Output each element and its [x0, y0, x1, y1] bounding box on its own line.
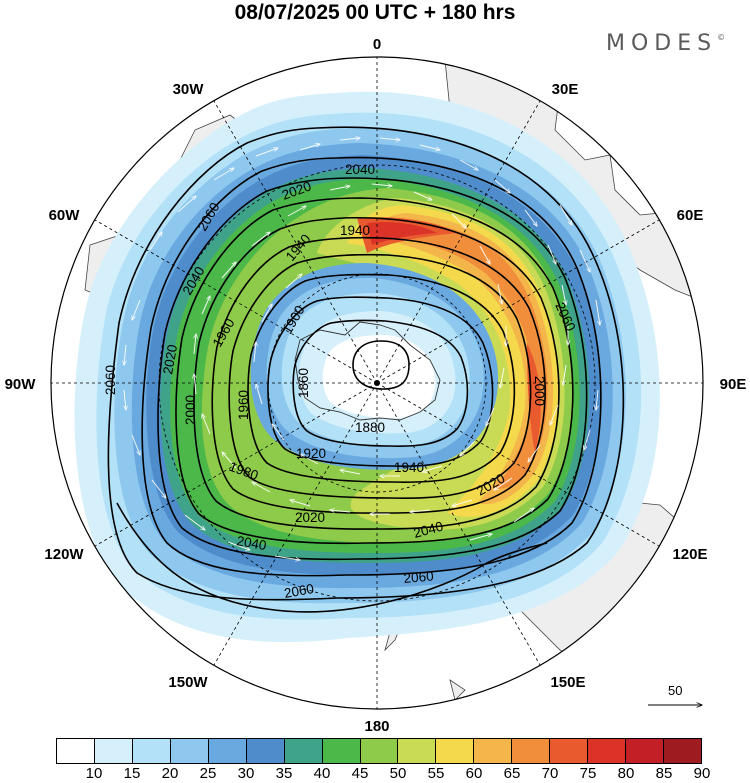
colorbar-swatch	[132, 739, 171, 763]
contour-2060-outer	[107, 126, 625, 601]
lon-label-120w: 120W	[44, 546, 84, 563]
colorbar-swatch	[57, 739, 95, 763]
contour-label: 2000	[532, 376, 547, 406]
contour-label: 2040	[345, 162, 375, 177]
lon-label-90w: 90W	[5, 376, 37, 393]
antarctica-coast	[294, 321, 441, 421]
colorbar-label: 65	[503, 765, 521, 782]
contour-1880	[292, 319, 469, 448]
brand-logo: MODES©	[606, 31, 725, 56]
contour-label: 1960	[236, 390, 251, 420]
contour-1920	[247, 273, 516, 483]
colorbar-label: 85	[655, 765, 673, 782]
colorbar-label: 55	[427, 765, 445, 782]
wind-speed-shading	[74, 91, 660, 643]
contour-label: 2000	[183, 395, 198, 425]
contour-1980	[193, 216, 560, 530]
colorbar-label: 30	[237, 765, 255, 782]
lon-label-150e: 150E	[550, 674, 585, 691]
colorbar-label: 45	[351, 765, 369, 782]
colorbar-label: 60	[465, 765, 483, 782]
contour-label: 2020	[295, 510, 325, 525]
contour-label: 1920	[296, 446, 326, 461]
contour-2060-south	[116, 502, 548, 613]
colorbar-label: 10	[85, 765, 103, 782]
colorbar-swatch	[398, 739, 437, 763]
reference-vector-label: 50	[668, 683, 683, 698]
landmass-new-zealand-north	[449, 679, 466, 701]
colorbar-swatch	[170, 739, 209, 763]
colorbar-swatch	[474, 739, 513, 763]
colorbar-label: 70	[541, 765, 559, 782]
colorbar	[56, 738, 702, 764]
copyright-mark: ©	[717, 33, 726, 42]
contour-1860	[352, 340, 410, 390]
contour-1900	[267, 296, 494, 467]
colorbar-swatch	[512, 739, 551, 763]
colorbar-swatch	[664, 739, 701, 763]
lon-label-60w: 60W	[49, 207, 81, 224]
colorbar-label: 20	[161, 765, 179, 782]
contour-label: 2040	[235, 533, 267, 553]
lon-label-90e: 90E	[720, 376, 747, 393]
lon-label-30e: 30E	[552, 81, 579, 98]
contour-label: 1860	[296, 368, 311, 398]
colorbar-label: 75	[579, 765, 597, 782]
contour-2020	[157, 177, 588, 561]
lon-label-150w: 150W	[168, 674, 208, 691]
colorbar-swatch	[588, 739, 627, 763]
colorbar-label: 90	[693, 765, 711, 782]
contour-label: 1880	[355, 420, 385, 435]
lon-label-120e: 120E	[672, 546, 707, 563]
lon-label-60e: 60E	[677, 207, 704, 224]
contour-2000	[175, 197, 574, 545]
contour-2040	[141, 156, 602, 577]
lon-label-180: 180	[364, 718, 389, 735]
colorbar-label: 80	[617, 765, 635, 782]
colorbar-label: 15	[123, 765, 141, 782]
colorbar-swatch	[550, 739, 589, 763]
lon-label-0: 0	[373, 36, 381, 53]
wind-streamlines	[124, 138, 600, 560]
colorbar-label: 25	[199, 765, 217, 782]
contour-1940	[228, 253, 532, 499]
lon-label-30w: 30W	[173, 81, 205, 98]
colorbar-label: 50	[389, 765, 407, 782]
contour-label: 2060	[283, 581, 315, 601]
longitude-labels: 0 30W 30E 60W 60E 90W 90E 120W 120E 150W…	[5, 36, 747, 735]
colorbar-swatch	[626, 739, 664, 763]
colorbar-swatch	[246, 739, 285, 763]
colorbar-swatch	[322, 739, 361, 763]
height-contours	[107, 126, 625, 613]
colorbar-labels: 10 15 20 25 30 35 40 45 50 55 60 65 70 75 80 85 90	[56, 765, 711, 783]
chart-title: 08/07/2025 00 UTC + 180 hrs	[234, 1, 516, 24]
contour-label: 1940	[340, 223, 370, 238]
map-border	[50, 56, 704, 710]
colorbar-swatch	[436, 739, 475, 763]
map-disk	[51, 57, 703, 709]
contour-label: 2060	[403, 568, 434, 586]
contour-label: 2020	[160, 343, 180, 375]
colorbar-swatch	[284, 739, 323, 763]
colorbar-swatch	[360, 739, 399, 763]
colorbar-swatch	[94, 739, 133, 763]
colorbar-label: 40	[313, 765, 331, 782]
colorbar-swatch	[208, 739, 247, 763]
south-pole-marker	[374, 380, 380, 386]
colorbar-label: 35	[275, 765, 293, 782]
contour-label: 2060	[103, 365, 118, 395]
brand-text: MODES	[606, 31, 718, 56]
contour-label: 1940	[394, 460, 424, 475]
